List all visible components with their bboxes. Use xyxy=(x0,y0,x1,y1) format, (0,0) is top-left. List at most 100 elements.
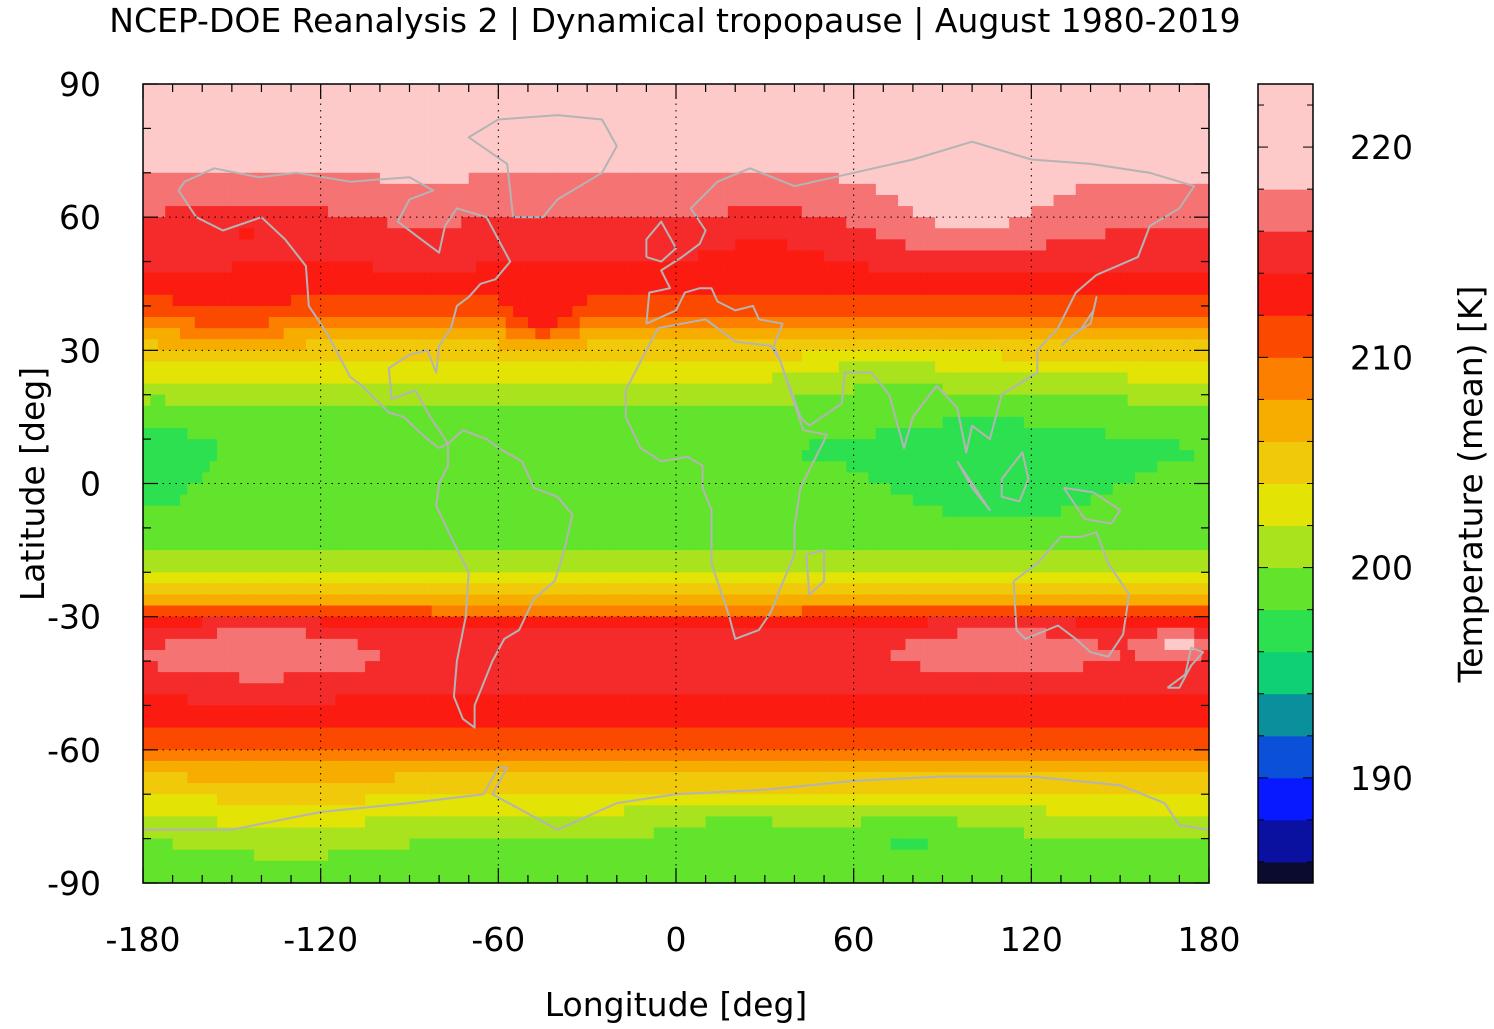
heatmap-cell xyxy=(372,405,381,418)
heatmap-cell xyxy=(402,261,411,274)
heatmap-cell xyxy=(298,350,307,363)
heatmap-cell xyxy=(927,95,936,107)
heatmap-cell xyxy=(409,128,418,141)
heatmap-cell xyxy=(505,272,514,285)
heatmap-cell xyxy=(683,194,692,207)
heatmap-cell xyxy=(935,95,944,107)
heatmap-cell xyxy=(668,317,677,329)
heatmap-cell xyxy=(224,106,233,118)
heatmap-cell xyxy=(535,84,544,96)
heatmap-cell xyxy=(801,84,810,96)
heatmap-cell xyxy=(320,317,329,329)
heatmap-cell xyxy=(1016,239,1025,252)
heatmap-cell xyxy=(1194,350,1203,363)
heatmap-cell xyxy=(1075,405,1084,418)
heatmap-cell xyxy=(624,350,633,363)
heatmap-cell xyxy=(601,261,610,274)
heatmap-cell xyxy=(949,450,958,462)
heatmap-cell xyxy=(720,117,729,129)
heatmap-cell xyxy=(638,272,647,285)
heatmap-cell xyxy=(705,350,714,363)
heatmap-cell xyxy=(424,84,433,96)
heatmap-cell xyxy=(794,350,803,363)
heatmap-cell xyxy=(1038,139,1047,152)
heatmap-cell xyxy=(735,117,744,129)
heatmap-cell xyxy=(342,239,351,252)
heatmap-cell xyxy=(890,250,899,263)
heatmap-cell xyxy=(816,405,825,418)
heatmap-cell xyxy=(157,317,166,329)
heatmap-cell xyxy=(313,84,322,96)
heatmap-cell xyxy=(1097,416,1106,429)
heatmap-cell xyxy=(261,328,270,340)
heatmap-cell xyxy=(1016,394,1025,407)
heatmap-cell xyxy=(868,294,877,307)
heatmap-cell xyxy=(1060,106,1069,118)
heatmap-cell xyxy=(1046,239,1055,252)
heatmap-cell xyxy=(846,428,855,440)
heatmap-cell xyxy=(157,428,166,440)
heatmap-cell xyxy=(365,439,374,451)
heatmap-cell xyxy=(527,172,536,185)
heatmap-cell xyxy=(624,372,633,385)
heatmap-cell xyxy=(357,428,366,440)
heatmap-cell xyxy=(505,416,514,429)
heatmap-cell xyxy=(505,106,514,118)
heatmap-cell xyxy=(964,128,973,141)
heatmap-cell xyxy=(453,217,462,229)
heatmap-cell xyxy=(342,272,351,285)
heatmap-cell xyxy=(513,161,522,174)
heatmap-cell xyxy=(979,350,988,363)
heatmap-cell xyxy=(1134,172,1143,185)
heatmap-cell xyxy=(942,161,951,174)
heatmap-cell xyxy=(305,183,314,196)
heatmap-cell xyxy=(505,328,514,340)
heatmap-cell xyxy=(217,150,226,163)
heatmap-cell xyxy=(1023,439,1032,451)
heatmap-cell xyxy=(616,250,625,263)
heatmap-cell xyxy=(498,217,507,229)
heatmap-cell xyxy=(757,272,766,285)
heatmap-cell xyxy=(720,250,729,263)
heatmap-cell xyxy=(816,361,825,374)
heatmap-cell xyxy=(949,172,958,185)
heatmap-cell xyxy=(342,228,351,240)
heatmap-cell xyxy=(1164,217,1173,229)
heatmap-cell xyxy=(801,161,810,174)
heatmap-cell xyxy=(609,428,618,440)
heatmap-cell xyxy=(313,405,322,418)
heatmap-cell xyxy=(653,228,662,240)
heatmap-cell xyxy=(483,206,492,218)
heatmap-cell xyxy=(1023,361,1032,374)
heatmap-cell xyxy=(379,328,388,340)
heatmap-cell xyxy=(550,117,559,129)
heatmap-cell xyxy=(1031,439,1040,451)
heatmap-cell xyxy=(949,194,958,207)
heatmap-cell xyxy=(912,139,921,152)
heatmap-cell xyxy=(772,350,781,363)
heatmap-cell xyxy=(824,350,833,363)
heatmap-cell xyxy=(1171,305,1180,318)
heatmap-cell xyxy=(1149,450,1158,462)
heatmap-cell xyxy=(1090,183,1099,196)
heatmap-cell xyxy=(402,183,411,196)
heatmap-cell xyxy=(861,272,870,285)
heatmap-cell xyxy=(320,372,329,385)
heatmap-cell xyxy=(527,383,536,396)
heatmap-cell xyxy=(779,439,788,451)
heatmap-cell xyxy=(1142,161,1151,174)
heatmap-cell xyxy=(898,439,907,451)
heatmap-cell xyxy=(365,361,374,374)
heatmap-cell xyxy=(653,172,662,185)
heatmap-cell xyxy=(705,261,714,274)
heatmap-cell xyxy=(365,95,374,107)
heatmap-cell xyxy=(535,217,544,229)
heatmap-cell xyxy=(209,150,218,163)
heatmap-cell xyxy=(1201,305,1210,318)
heatmap-cell xyxy=(757,305,766,318)
heatmap-cell xyxy=(268,416,277,429)
heatmap-cell xyxy=(498,428,507,440)
heatmap-cell xyxy=(564,428,573,440)
heatmap-cell xyxy=(557,106,566,118)
heatmap-cell xyxy=(276,450,285,462)
